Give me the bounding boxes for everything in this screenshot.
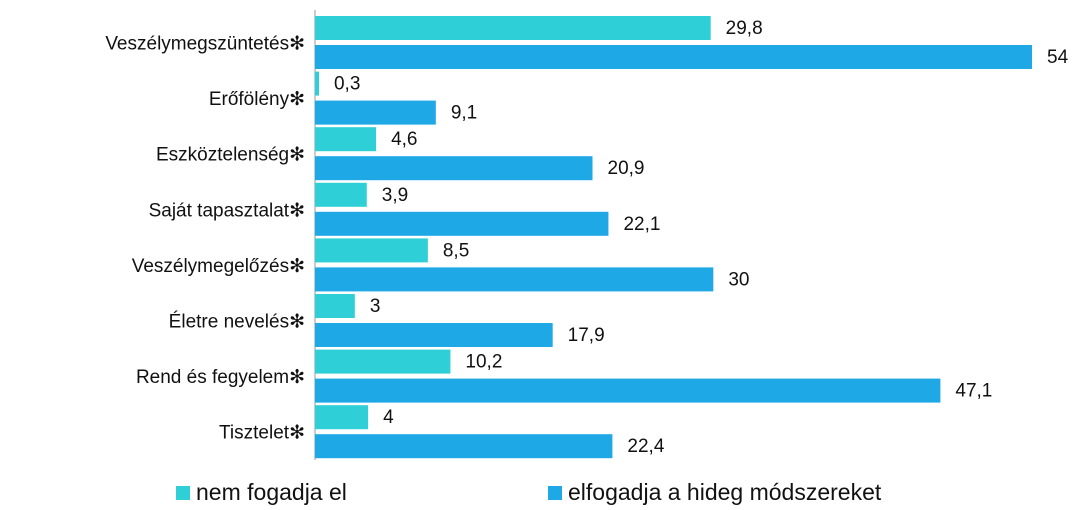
legend-swatch xyxy=(548,486,562,500)
bar xyxy=(315,267,714,292)
bar xyxy=(315,100,436,125)
category-label: Veszélymegelőzés✻ xyxy=(132,256,305,277)
legend-swatch xyxy=(176,486,190,500)
value-label: 3,9 xyxy=(382,185,408,206)
value-label: 54 xyxy=(1047,47,1069,68)
category-label: Saját tapasztalat✻ xyxy=(149,200,305,221)
value-label: 22,4 xyxy=(627,436,664,457)
bar xyxy=(315,405,369,430)
legend-label: elfogadja a hideg módszereket xyxy=(568,479,882,505)
bar xyxy=(315,434,613,459)
category-label: Életre nevelés✻ xyxy=(169,312,305,333)
value-label: 47,1 xyxy=(955,381,992,402)
value-label: 8,5 xyxy=(443,240,469,261)
value-label: 22,1 xyxy=(623,214,660,235)
bar xyxy=(315,71,319,96)
bar xyxy=(315,238,428,263)
category-label: Erőfölény✻ xyxy=(209,89,305,110)
bar xyxy=(315,45,1032,69)
category-label: Rend és fegyelem✻ xyxy=(136,367,305,388)
category-label: Veszélymegszüntetés✻ xyxy=(105,34,305,55)
value-label: 10,2 xyxy=(465,352,502,373)
value-label: 20,9 xyxy=(608,158,645,179)
bar xyxy=(315,16,711,40)
bar xyxy=(315,127,377,152)
value-label: 9,1 xyxy=(451,103,477,124)
value-label: 30 xyxy=(728,269,749,290)
value-label: 4,6 xyxy=(391,129,417,150)
value-label: 3 xyxy=(370,296,381,317)
bar xyxy=(315,349,451,374)
value-label: 0,3 xyxy=(334,74,360,95)
bar xyxy=(315,294,355,318)
bar xyxy=(315,378,941,403)
bar xyxy=(315,182,367,207)
legend-label: nem fogadja el xyxy=(196,479,347,505)
value-label: 4 xyxy=(383,407,394,428)
category-label: Eszköztelenség✻ xyxy=(156,145,305,166)
bar xyxy=(315,211,609,236)
bar xyxy=(315,323,553,347)
value-label: 17,9 xyxy=(568,325,605,346)
bar xyxy=(315,156,593,181)
category-label: Tisztelet✻ xyxy=(219,423,305,444)
value-label: 29,8 xyxy=(726,18,763,39)
